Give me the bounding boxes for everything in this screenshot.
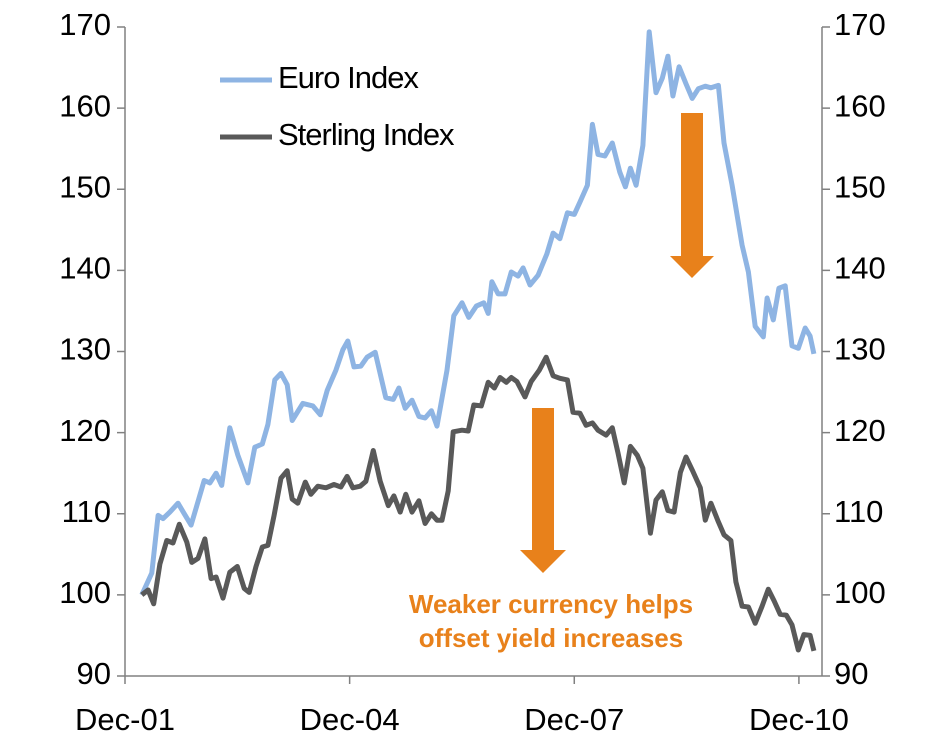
y2-tick-label: 170 — [834, 7, 886, 42]
y-tick-label: 150 — [59, 169, 111, 204]
y2-tick-label: 160 — [834, 88, 886, 123]
y2-tick-label: 150 — [834, 169, 886, 204]
y2-tick-label: 120 — [834, 413, 886, 448]
y2-tick-label: 100 — [834, 575, 886, 610]
y-tick-label: 110 — [62, 494, 111, 529]
series-line — [139, 29, 817, 596]
arrows — [520, 113, 714, 573]
y-tick-label: 130 — [59, 332, 111, 367]
y2-tick-label: 140 — [834, 251, 886, 286]
annotation: offset yield increases — [419, 623, 683, 653]
y2-tick-label: 110 — [834, 494, 883, 529]
legend-label: Sterling Index — [278, 117, 455, 152]
series-line — [140, 354, 817, 653]
legend-label: Euro Index — [278, 60, 419, 95]
y-tick-label: 90 — [77, 656, 111, 691]
y2-tick-label: 130 — [834, 332, 886, 367]
y-tick-label: 100 — [59, 575, 111, 610]
y2-tick-label: 90 — [834, 656, 868, 691]
y-tick-label: 170 — [59, 7, 111, 42]
x-tick-label: Dec-01 — [75, 702, 175, 737]
annotation: Weaker currency helps — [409, 589, 693, 619]
y-tick-label: 140 — [59, 251, 111, 286]
x-tick-label: Dec-04 — [300, 702, 400, 737]
y-tick-label: 120 — [59, 413, 111, 448]
x-tick-label: Dec-07 — [524, 702, 624, 737]
arrow — [670, 113, 714, 278]
x-tick-label: Dec-10 — [749, 702, 849, 737]
arrow — [520, 408, 566, 573]
y-tick-label: 160 — [59, 88, 111, 123]
